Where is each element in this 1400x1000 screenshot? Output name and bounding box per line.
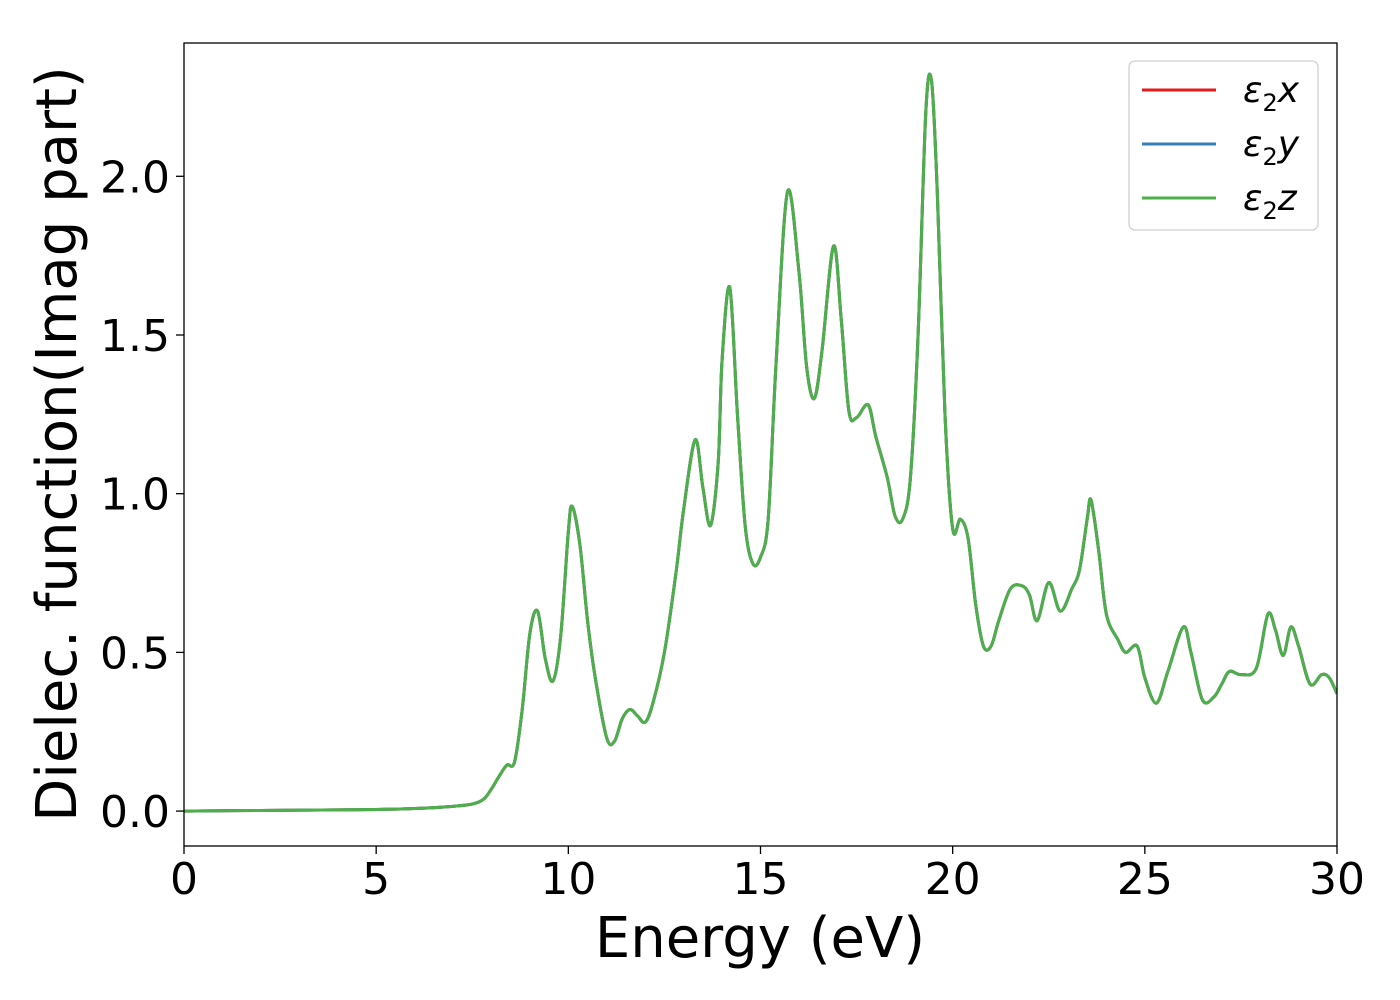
legend: ε2x ε2y ε2z	[1128, 60, 1319, 231]
x-tick-label: 20	[925, 854, 981, 905]
y-tick-label: 0.0	[100, 787, 170, 838]
x-axis-ticks: 0 5 10 15 20 25 30	[170, 846, 1365, 905]
y-tick-label: 1.0	[100, 470, 170, 521]
legend-label-z: ε2z	[1243, 178, 1298, 225]
y-tick-label: 2.0	[100, 152, 170, 203]
x-tick-label: 0	[170, 854, 198, 905]
y-tick-label: 0.5	[100, 628, 170, 679]
legend-label-y: ε2y	[1243, 124, 1300, 171]
x-tick-label: 5	[362, 854, 390, 905]
x-tick-label: 10	[540, 854, 596, 905]
y-tick-label: 1.5	[100, 311, 170, 362]
x-tick-label: 25	[1117, 854, 1173, 905]
series-layer	[184, 72, 1337, 813]
legend-label-x: ε2x	[1243, 70, 1300, 117]
x-tick-label: 30	[1309, 854, 1365, 905]
series-line-z	[184, 72, 1337, 813]
y-axis-title: Dielec. function(Imag part)	[25, 66, 90, 822]
x-axis-title: Energy (eV)	[595, 906, 925, 971]
y-axis-ticks: 0.0 0.5 1.0 1.5 2.0	[100, 152, 184, 838]
x-tick-label: 15	[733, 854, 789, 905]
legend-box	[1128, 60, 1319, 231]
